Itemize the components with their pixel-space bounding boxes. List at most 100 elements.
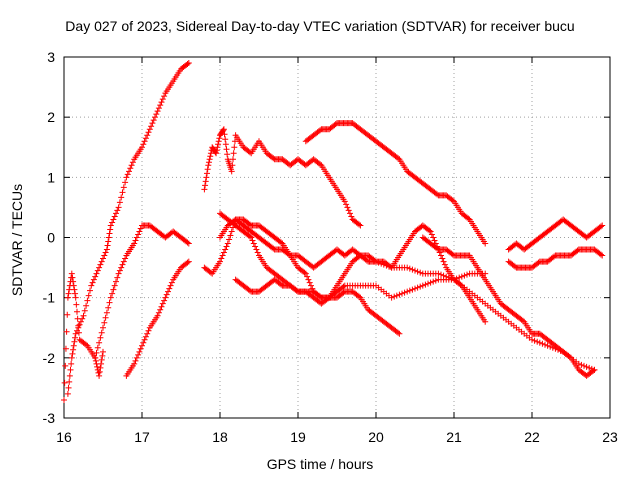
data-point [152, 114, 158, 121]
data-point [70, 282, 77, 289]
x-axis-label: GPS time / hours [266, 456, 374, 472]
data-point [536, 339, 543, 346]
data-point [101, 252, 108, 259]
data-point [94, 363, 101, 370]
data-point [63, 328, 70, 335]
data-point [124, 171, 131, 178]
x-tick-label: 21 [446, 429, 462, 445]
data-point [140, 339, 147, 346]
data-point [118, 264, 125, 271]
data-point [155, 105, 162, 112]
data-point [93, 270, 100, 277]
data-point [135, 351, 142, 358]
data-point [71, 338, 78, 345]
data-point [116, 199, 123, 206]
data-point [340, 283, 347, 290]
data-point [396, 330, 403, 337]
data-point [96, 264, 103, 271]
data-point [89, 279, 96, 286]
data-point [228, 228, 235, 235]
data-point [332, 121, 339, 128]
data-point [278, 281, 285, 288]
data-point [185, 240, 192, 247]
data-point [61, 379, 68, 386]
data-point [72, 334, 79, 341]
series-1 [61, 270, 106, 403]
data-point [98, 329, 105, 336]
data-point [107, 294, 114, 301]
data-point [128, 162, 135, 169]
data-point [219, 252, 226, 259]
data-point [167, 282, 174, 289]
data-point [72, 290, 79, 297]
data-point [62, 345, 69, 352]
data-point [106, 230, 113, 237]
data-point [184, 239, 191, 246]
data-point [131, 240, 138, 247]
data-point [81, 307, 88, 314]
data-point [465, 215, 472, 222]
data-point [142, 333, 149, 340]
y-tick-label: 2 [47, 109, 55, 125]
data-point [222, 141, 229, 148]
data-point [449, 197, 456, 204]
data-point [75, 324, 82, 331]
data-point [246, 149, 253, 156]
data-point [114, 207, 121, 214]
data-point [92, 273, 99, 280]
data-point [69, 274, 76, 281]
data-point [204, 166, 211, 173]
data-point [229, 162, 236, 169]
data-point [427, 279, 434, 286]
data-point [64, 294, 71, 301]
data-point [417, 269, 424, 276]
x-tick-label: 17 [134, 429, 150, 445]
data-point [111, 213, 118, 220]
data-point [464, 271, 470, 278]
data-point [68, 360, 75, 367]
data-point [224, 240, 231, 247]
data-point [534, 338, 541, 345]
data-point [113, 210, 119, 217]
data-point [92, 357, 99, 364]
data-point [99, 352, 106, 359]
data-point [586, 364, 593, 371]
data-point [96, 372, 103, 379]
data-point [343, 201, 350, 208]
data-point [155, 309, 162, 316]
data-point [590, 367, 597, 374]
data-point [220, 249, 227, 256]
data-point [100, 255, 106, 262]
data-point [399, 290, 405, 297]
data-point [252, 243, 259, 250]
data-point [535, 259, 542, 266]
data-point [458, 273, 465, 280]
data-point [434, 191, 441, 198]
data-point [439, 255, 446, 262]
data-point [393, 292, 400, 299]
data-point [363, 257, 370, 264]
data-point [223, 243, 230, 250]
data-point [395, 155, 402, 162]
data-point [401, 289, 408, 296]
data-point [302, 270, 309, 277]
data-point [66, 378, 73, 385]
data-point [406, 287, 413, 294]
data-point [317, 293, 324, 300]
data-point [344, 204, 351, 211]
data-point [414, 284, 421, 291]
data-point [137, 225, 144, 232]
y-tick-label: 0 [47, 230, 55, 246]
data-point [94, 344, 101, 351]
data-point [113, 278, 119, 285]
data-point [159, 96, 166, 103]
data-point [270, 155, 277, 162]
y-tick-label: -3 [43, 410, 56, 426]
data-point [107, 222, 114, 229]
data-point [204, 170, 210, 177]
data-point [551, 253, 558, 260]
data-point [97, 364, 104, 371]
data-point [426, 227, 433, 234]
